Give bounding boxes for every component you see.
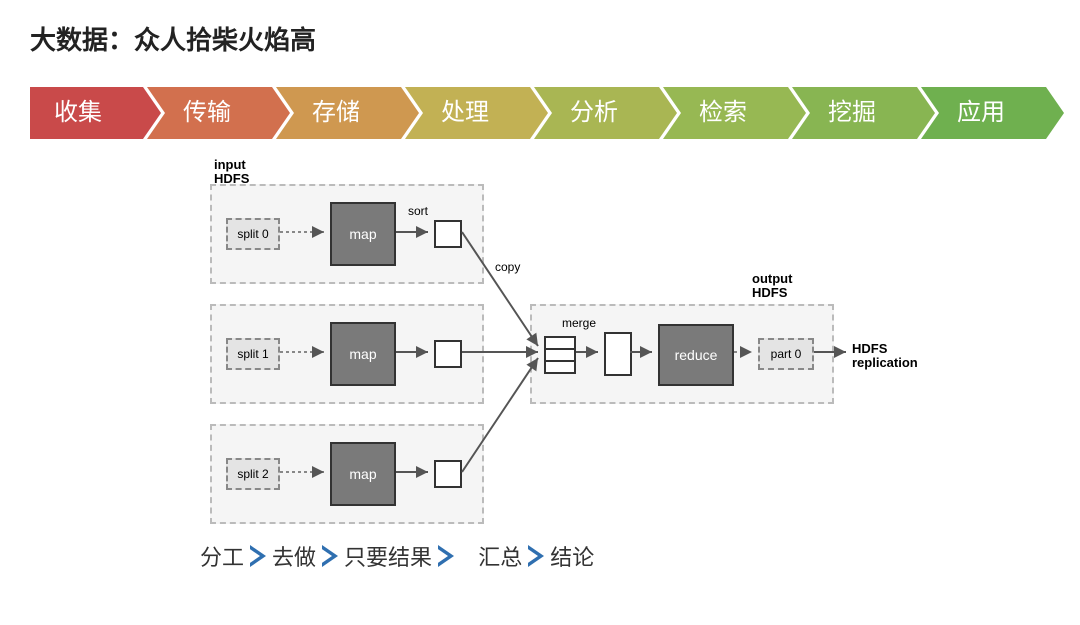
- split-1: split 1: [226, 338, 280, 370]
- chevron-right-icon: [250, 545, 266, 567]
- pipeline-step-7: 应用: [921, 87, 1046, 139]
- input-group-2: split 2 map: [210, 424, 484, 524]
- reduce-box: reduce: [658, 324, 734, 386]
- pipeline-step-0: 收集: [30, 87, 143, 139]
- copy-label: copy: [495, 260, 520, 274]
- merge-box: [604, 332, 632, 376]
- map-box-0: map: [330, 202, 396, 266]
- split-2: split 2: [226, 458, 280, 490]
- output-group: merge reduce part 0: [530, 304, 834, 404]
- pipeline-step-1: 传输: [147, 87, 272, 139]
- pipeline: 收集传输存储处理分析检索挖掘应用: [30, 87, 1050, 139]
- output-hdfs-label: output HDFS: [752, 272, 792, 301]
- part-box: part 0: [758, 338, 814, 370]
- bottomflow-item-3: 汇总: [478, 540, 522, 572]
- chevron-right-icon: [528, 545, 544, 567]
- pipeline-step-5: 检索: [663, 87, 788, 139]
- sort-box-0: [434, 220, 462, 248]
- input-group-0: split 0 map sort: [210, 184, 484, 284]
- chevron-right-icon: [438, 545, 454, 567]
- page-title: 大数据：众人拾柴火焰高: [30, 20, 1050, 57]
- mapreduce-diagram: input HDFS split 0 map sort split 1 map …: [200, 164, 1020, 534]
- chevron-right-icon: [322, 545, 338, 567]
- merge-stack: [544, 336, 576, 374]
- pipeline-step-3: 处理: [405, 87, 530, 139]
- bottomflow-item-2: 只要结果: [344, 540, 432, 572]
- bottom-flow: 分工去做只要结果 汇总结论: [200, 540, 1050, 572]
- sort-label-0: sort: [408, 204, 428, 218]
- sort-box-2: [434, 460, 462, 488]
- input-hdfs-label: input HDFS: [214, 158, 249, 187]
- map-box-2: map: [330, 442, 396, 506]
- split-0: split 0: [226, 218, 280, 250]
- input-group-1: split 1 map: [210, 304, 484, 404]
- pipeline-step-2: 存储: [276, 87, 401, 139]
- pipeline-step-6: 挖掘: [792, 87, 917, 139]
- map-box-1: map: [330, 322, 396, 386]
- bottomflow-item-1: 去做: [272, 540, 316, 572]
- bottomflow-item-0: 分工: [200, 540, 244, 572]
- sort-box-1: [434, 340, 462, 368]
- pipeline-step-4: 分析: [534, 87, 659, 139]
- hdfs-replication-label: HDFS replication: [852, 342, 918, 371]
- bottomflow-item-4: 结论: [550, 540, 594, 572]
- merge-label: merge: [562, 316, 596, 330]
